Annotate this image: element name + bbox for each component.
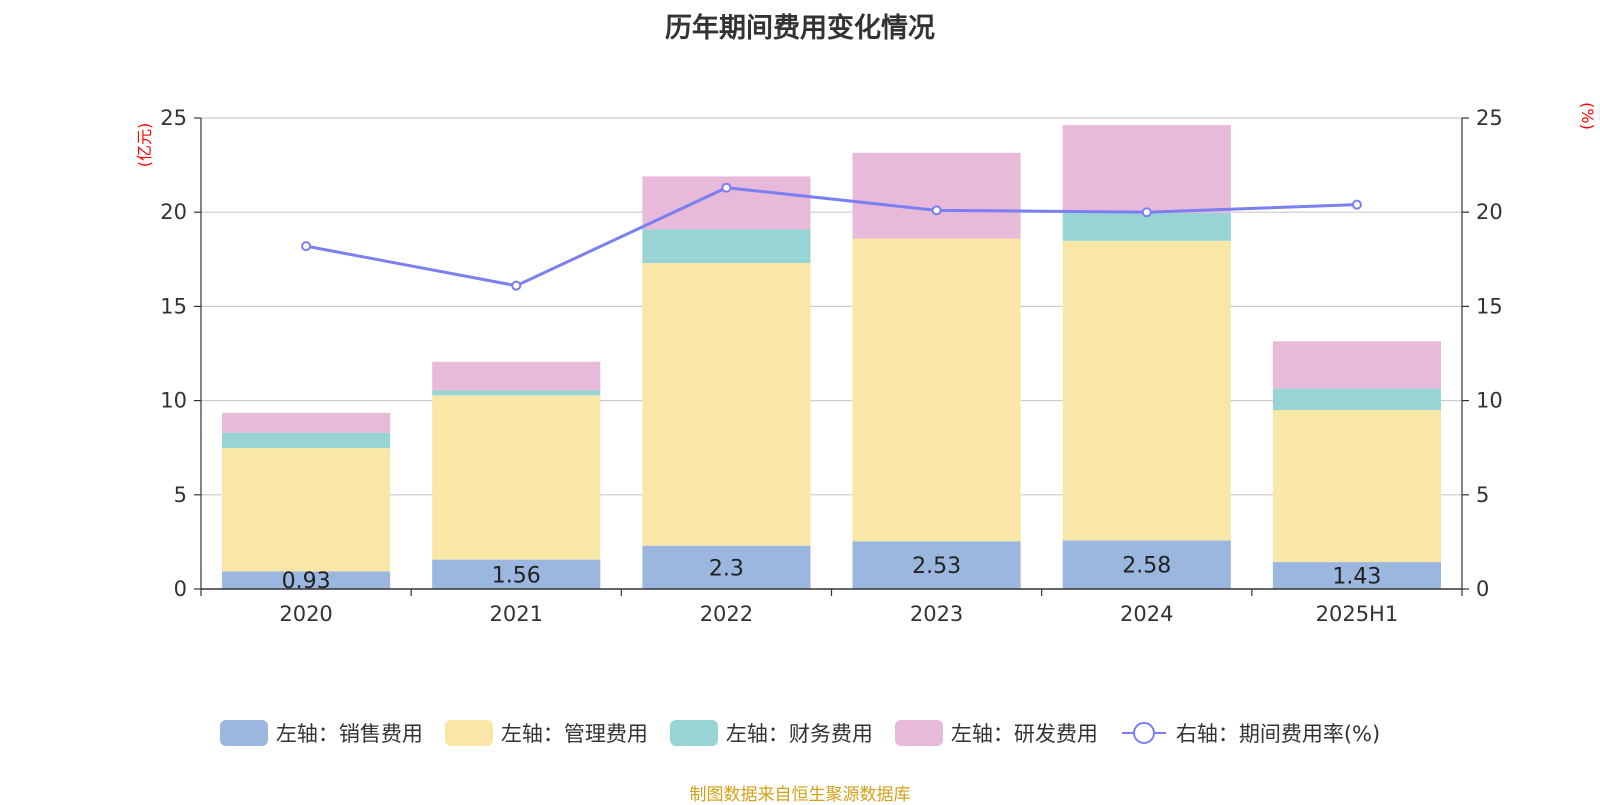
bar-rnd [222,412,391,433]
bar-admin [432,395,601,560]
line-point [1141,207,1152,218]
legend-label-admin: 左轴：管理费用 [500,722,648,746]
legend: 左轴：销售费用 左轴：管理费用 左轴：财务费用 左轴：研发费用 右轴：期间费用率… [0,718,1600,748]
right-axis-tick-label: 15 [1476,294,1503,318]
right-axis-unit: (%) [1578,102,1597,130]
bar-finance [1062,212,1231,241]
axes: 0 5 10 15 20 25 0 5 10 15 20 25 2020 2021 2022 2023 2024… [160,106,1502,626]
left-axis-tick-label: 15 [160,294,187,318]
legend-item-admin[interactable]: 左轴：管理费用 [444,718,648,748]
data-label-sales: 0.93 [282,569,331,594]
bar-sales [1062,540,1231,589]
left-axis-tick-label: 10 [160,389,187,413]
bar-rnd [432,361,601,391]
right-axis-tick-label: 25 [1476,106,1503,130]
bar-finance [1272,388,1441,411]
legend-item-sales[interactable]: 左轴：销售费用 [219,718,423,748]
bar-sales [852,541,1021,589]
line-point [931,205,942,216]
bar-admin [1062,240,1231,541]
x-axis-tick-label: 2023 [910,602,963,626]
legend-swatch-finance [669,720,718,746]
line-series-group [301,182,1362,291]
legend-line-marker-icon [1121,722,1166,744]
bar-admin [1272,410,1441,563]
left-axis-tick-label: 5 [174,483,187,507]
left-axis-unit: (亿元) [135,123,154,168]
bar-finance [642,229,811,264]
left-axis-tick-label: 20 [160,200,187,224]
right-axis-tick-label: 0 [1476,577,1489,601]
bar-admin [852,238,1021,542]
bar-admin [222,448,391,572]
line-point [721,182,732,193]
x-axis-tick-label: 2024 [1120,602,1173,626]
legend-label-expense-rate: 右轴：期间费用率(%) [1175,722,1381,746]
data-label-sales: 1.43 [1332,565,1381,590]
left-axis-tick-label: 25 [160,106,187,130]
grid-lines [201,117,1462,496]
bar-sales [432,559,601,589]
bar-admin [642,263,811,546]
x-axis-tick-label: 2022 [700,602,753,626]
legend-swatch-rnd [894,720,943,746]
left-axis-tick-label: 0 [174,577,187,601]
data-label-sales: 1.56 [492,563,541,588]
bar-rnd [852,152,1021,239]
legend-item-rnd[interactable]: 左轴：研发费用 [894,718,1098,748]
chart-title: 历年期间费用变化情况 [665,13,935,44]
data-label-sales: 2.3 [709,556,744,581]
data-label-sales: 2.58 [1122,554,1171,579]
legend-label-sales: 左轴：销售费用 [275,722,423,746]
legend-item-expense-rate[interactable]: 右轴：期间费用率(%) [1120,718,1380,748]
bar-finance [222,432,391,449]
line-point [1351,199,1362,210]
line-point [511,280,522,291]
right-axis-tick-label: 20 [1476,200,1503,224]
source-note: 制图数据来自恒生聚源数据库 [689,785,911,805]
x-axis-tick-label: 2021 [490,602,543,626]
line-expense-rate [305,186,1357,288]
bar-rnd [1272,341,1441,389]
right-axis-tick-label: 5 [1476,483,1489,507]
x-axis-tick-label: 2025H1 [1316,602,1399,626]
right-axis-tick-label: 10 [1476,389,1503,413]
bar-sales [1272,562,1441,589]
bar-sales [642,545,811,589]
data-label-sales: 2.53 [912,554,961,579]
legend-swatch-admin [444,720,493,746]
bar-finance [432,390,601,396]
legend-swatch-sales [219,720,268,746]
bar-series-group [222,124,1441,589]
line-point [301,241,312,252]
legend-label-rnd: 左轴：研发费用 [950,722,1098,746]
bar-rnd [1062,124,1231,213]
legend-label-finance: 左轴：财务费用 [725,722,873,746]
bar-sales [222,571,391,589]
data-labels: 0.93 1.56 2.3 2.53 2.58 1.43 [282,554,1382,595]
legend-item-finance[interactable]: 左轴：财务费用 [669,718,873,748]
x-axis-tick-label: 2020 [279,602,332,626]
